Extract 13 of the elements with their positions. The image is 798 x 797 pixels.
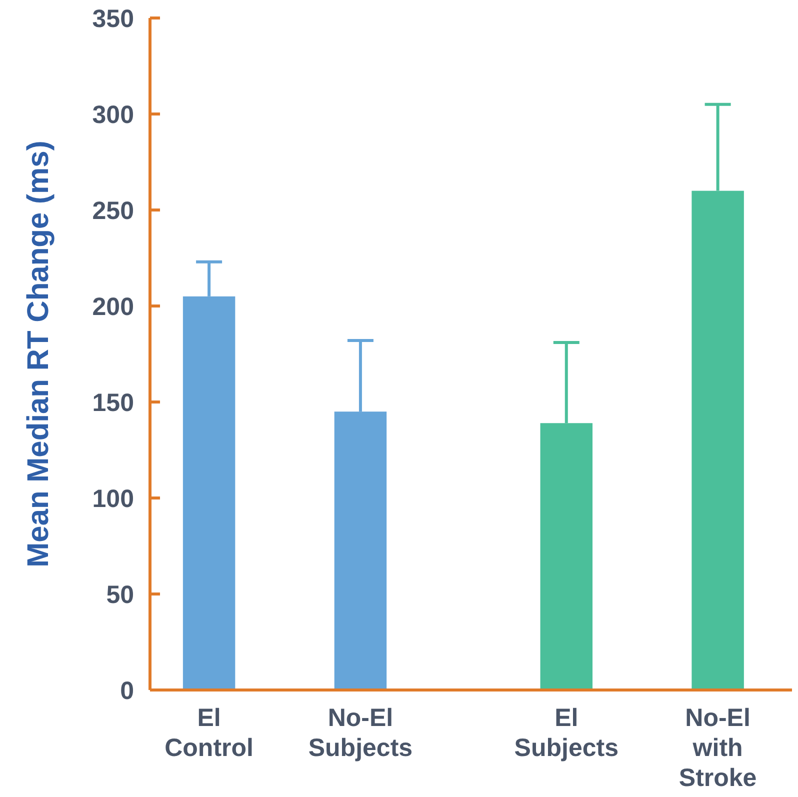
x-tick-label: No-El with Stroke <box>678 704 757 792</box>
y-tick-label: 0 <box>120 676 134 705</box>
y-tick-label: 50 <box>106 580 134 609</box>
x-tick-label: El Subjects <box>514 704 618 762</box>
y-tick-label: 250 <box>92 196 134 225</box>
y-axis-title: Mean Median RT Change (ms) <box>22 140 55 568</box>
y-tick-label: 200 <box>92 292 134 321</box>
y-tick-label: 100 <box>92 484 134 513</box>
y-tick-label: 150 <box>92 388 134 417</box>
y-tick-label: 350 <box>92 4 134 33</box>
x-tick-label: No-El Subjects <box>308 704 413 762</box>
y-tick-label: 300 <box>92 100 134 129</box>
x-tick-label: El Control <box>164 704 254 762</box>
